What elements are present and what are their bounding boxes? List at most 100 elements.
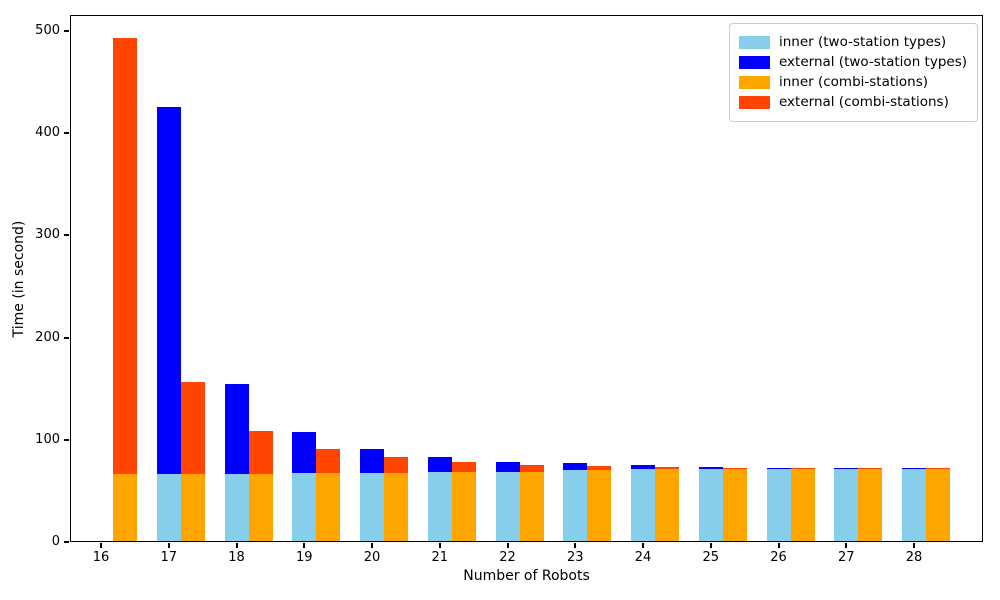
legend-swatch-icon — [738, 36, 770, 49]
bar-segment — [292, 472, 317, 541]
bar-segment — [858, 468, 883, 470]
bar-segment — [698, 469, 723, 541]
legend-label: external (combi-stations) — [778, 94, 949, 110]
x-tick-mark — [303, 543, 306, 548]
x-tick-label: 16 — [92, 550, 110, 565]
y-tick-mark — [64, 336, 69, 339]
x-tick-mark — [574, 543, 577, 548]
legend: inner (two-station types) external (two-s… — [728, 23, 978, 122]
bar-segment — [360, 449, 384, 473]
y-tick-mark — [64, 132, 69, 135]
x-tick-label: 23 — [566, 550, 584, 565]
bar-segment — [655, 469, 679, 541]
x-tick-label: 24 — [634, 550, 652, 565]
legend-label: inner (combi-stations) — [778, 74, 929, 90]
bar-segment — [180, 381, 205, 474]
bar-segment — [902, 469, 926, 541]
y-tick-label: 100 — [35, 431, 60, 447]
y-tick-mark — [64, 234, 69, 237]
x-tick-mark — [100, 543, 102, 548]
bar-segment — [248, 430, 273, 474]
bar-segment — [519, 471, 544, 541]
bar-segment — [495, 462, 520, 472]
x-tick-label: 27 — [837, 550, 855, 565]
legend-swatch-icon — [738, 96, 770, 109]
bar-segment — [495, 471, 520, 541]
bar-segment — [427, 471, 452, 541]
bar-segment — [451, 462, 476, 472]
bar-segment — [113, 38, 137, 474]
x-tick-label: 20 — [363, 550, 381, 565]
bar-segment — [926, 468, 950, 470]
bar-segment — [316, 472, 341, 541]
bar-segment — [902, 467, 926, 470]
x-tick-mark — [235, 543, 238, 548]
bar-segment — [113, 473, 137, 541]
legend-item: inner (two-station types) — [738, 34, 967, 51]
x-tick-mark — [642, 543, 644, 548]
bar-segment — [587, 466, 612, 471]
x-tick-mark — [506, 543, 509, 548]
bar-segment — [722, 469, 747, 541]
bar-segment — [722, 468, 747, 470]
legend-item: external (combi-stations) — [738, 94, 967, 111]
x-tick-mark — [845, 543, 848, 548]
bar-segment — [180, 473, 205, 541]
x-tick-mark — [913, 543, 915, 548]
y-tick-mark — [64, 30, 69, 32]
bar-segment — [790, 469, 815, 541]
bar-segment — [698, 467, 723, 470]
x-tick-mark — [709, 543, 712, 548]
x-tick-label: 18 — [228, 550, 245, 565]
x-tick-mark — [777, 543, 780, 548]
y-tick-label: 400 — [35, 125, 60, 141]
bar-segment — [563, 463, 588, 471]
y-tick-label: 300 — [35, 227, 60, 243]
legend-item: external (two-station types) — [738, 54, 967, 71]
bar-segment — [766, 469, 791, 541]
x-tick-label: 17 — [160, 550, 178, 565]
legend-label: inner (two-station types) — [778, 34, 947, 50]
bar-segment — [790, 468, 815, 470]
bar-segment — [655, 467, 679, 470]
bar-segment — [224, 473, 249, 541]
y-tick-label: 500 — [35, 23, 60, 38]
y-tick-mark — [64, 438, 69, 441]
x-tick-label: 21 — [431, 550, 449, 565]
bar-segment — [360, 472, 384, 541]
bar-segment — [834, 467, 859, 470]
x-tick-label: 25 — [702, 550, 720, 565]
x-tick-label: 22 — [499, 550, 516, 565]
x-tick-mark — [371, 543, 373, 548]
bar-segment — [292, 431, 317, 473]
x-tick-label: 19 — [295, 550, 313, 565]
y-tick-label: 200 — [35, 329, 60, 345]
legend-label: external (two-station types) — [778, 54, 967, 70]
legend-swatch-icon — [738, 76, 770, 89]
bar-segment — [451, 471, 476, 541]
bar-segment — [156, 106, 181, 474]
x-axis-label: Number of Robots — [463, 568, 590, 584]
bar-segment — [926, 469, 950, 541]
bar-segment — [631, 465, 655, 470]
x-tick-label: 28 — [905, 550, 923, 565]
legend-item: inner (combi-stations) — [738, 74, 967, 91]
bar-segment — [384, 472, 408, 541]
bar-segment — [519, 465, 544, 472]
bar-segment — [587, 470, 612, 541]
bar-segment — [248, 473, 273, 541]
bar-segment — [384, 457, 408, 473]
bar-segment — [631, 469, 655, 541]
bar-segment — [156, 473, 181, 541]
bar-segment — [858, 469, 883, 541]
y-tick-label: 0 — [51, 534, 60, 549]
x-tick-mark — [438, 543, 441, 548]
bar-segment — [316, 449, 341, 473]
x-tick-label: 26 — [770, 550, 787, 565]
legend-swatch-icon — [738, 56, 770, 69]
bar-segment — [834, 469, 859, 541]
y-tick-mark — [64, 541, 69, 543]
plot-area: inner (two-station types) external (two-s… — [70, 15, 983, 542]
x-tick-mark — [167, 543, 170, 548]
